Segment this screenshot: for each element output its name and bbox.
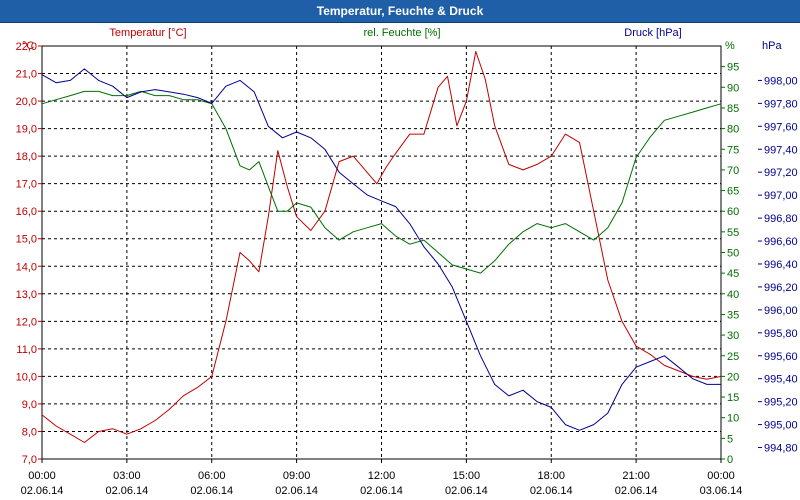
series-layer bbox=[41, 51, 722, 443]
temperature-tick-label: 7,0 bbox=[22, 454, 37, 466]
x-tick-label-date: 02.06.14 bbox=[21, 485, 64, 497]
temperature-tick-label: 13,0 bbox=[16, 289, 37, 301]
x-tick-label-date: 02.06.14 bbox=[615, 485, 658, 497]
pressure-tick-label: 995,80 bbox=[764, 328, 798, 340]
temperature-tick-label: 15,0 bbox=[16, 234, 37, 246]
pressure-tick-label: 995,60 bbox=[764, 351, 798, 363]
pressure-tick-label: 995,00 bbox=[764, 420, 798, 432]
pressure-tick-label: 997,80 bbox=[764, 98, 798, 110]
x-tick-label-date: 03.06.14 bbox=[700, 485, 743, 497]
temperature-tick-label: 14,0 bbox=[16, 261, 37, 273]
temperature-series-line bbox=[41, 51, 722, 443]
pressure-tick-label: 996,40 bbox=[764, 259, 798, 271]
pressure-axis: 994,80 995,00 995,20 995,40 995,60 995,80 996,… bbox=[758, 75, 798, 455]
temperature-tick-label: 19,0 bbox=[16, 124, 37, 136]
humidity-tick-label: 40 bbox=[727, 289, 739, 301]
pressure-tick-label: 996,20 bbox=[764, 282, 798, 294]
humidity-tick-label: 70 bbox=[727, 165, 739, 177]
humidity-tick-label: 20 bbox=[727, 371, 739, 383]
x-tick-label-date: 02.06.14 bbox=[530, 485, 573, 497]
temperature-axis: 7,0 8,0 9,0 10,0 11,0 12,0 13,0 14,0 15,0 16,0 17,… bbox=[16, 41, 42, 466]
humidity-tick-label: 85 bbox=[727, 103, 739, 115]
humidity-tick-label: 90 bbox=[727, 82, 739, 94]
pressure-tick-label: 997,60 bbox=[764, 121, 798, 133]
temperature-tick-label: 17,0 bbox=[16, 179, 37, 191]
x-tick-label-time: 03:00 bbox=[113, 470, 141, 482]
humidity-tick-label: 80 bbox=[727, 124, 739, 136]
window-title: Temperatur, Feuchte & Druck bbox=[316, 4, 484, 18]
humidity-unit-label: % bbox=[725, 40, 735, 52]
x-tick-label-time: 00:00 bbox=[707, 470, 735, 482]
pressure-tick-label: 997,20 bbox=[764, 167, 798, 179]
pressure-unit-label: hPa bbox=[762, 40, 782, 52]
humidity-tick-label: 95 bbox=[727, 62, 739, 74]
humidity-tick-label: 65 bbox=[727, 186, 739, 198]
humidity-tick-label: 50 bbox=[727, 248, 739, 260]
temperature-tick-label: 18,0 bbox=[16, 151, 37, 163]
pressure-tick-label: 998,00 bbox=[764, 75, 798, 87]
pressure-series-line bbox=[41, 68, 721, 431]
pressure-tick-label: 997,00 bbox=[764, 190, 798, 202]
temperature-tick-label: 21,0 bbox=[16, 69, 37, 81]
temperature-tick-label: 12,0 bbox=[16, 316, 37, 328]
pressure-tick-label: 996,80 bbox=[764, 213, 798, 225]
humidity-axis-title: rel. Feuchte [%] bbox=[363, 27, 440, 39]
humidity-tick-label: 60 bbox=[727, 206, 739, 218]
pressure-tick-label: 995,40 bbox=[764, 374, 798, 386]
temperature-tick-label: 8,0 bbox=[22, 426, 37, 438]
pressure-tick-label: 995,20 bbox=[764, 397, 798, 409]
humidity-tick-label: 25 bbox=[727, 351, 739, 363]
temperature-axis-title: Temperatur [°C] bbox=[109, 27, 186, 39]
grid-lines bbox=[42, 45, 721, 459]
x-tick-label-date: 02.06.14 bbox=[360, 485, 403, 497]
x-tick-label-time: 06:00 bbox=[198, 470, 226, 482]
window-title-bar: Temperatur, Feuchte & Druck bbox=[0, 0, 800, 23]
x-tick-label-date: 02.06.14 bbox=[105, 485, 148, 497]
x-tick-label-date: 02.06.14 bbox=[275, 485, 318, 497]
temperature-tick-label: 9,0 bbox=[22, 399, 37, 411]
pressure-axis-title: Druck [hPa] bbox=[624, 27, 681, 39]
pressure-tick-label: 996,60 bbox=[764, 236, 798, 248]
temperature-unit-label: °C bbox=[22, 40, 34, 52]
temperature-tick-label: 11,0 bbox=[16, 344, 37, 356]
temperature-tick-label: 16,0 bbox=[16, 206, 37, 218]
pressure-tick-label: 996,00 bbox=[764, 305, 798, 317]
humidity-tick-label: 15 bbox=[727, 392, 739, 404]
humidity-tick-label: 55 bbox=[727, 227, 739, 239]
humidity-tick-label: 10 bbox=[727, 413, 739, 425]
humidity-tick-label: 35 bbox=[727, 309, 739, 321]
humidity-tick-label: 0 bbox=[727, 454, 733, 466]
humidity-series-line bbox=[41, 90, 722, 274]
x-tick-label-time: 15:00 bbox=[453, 470, 481, 482]
pressure-tick-label: 994,80 bbox=[764, 443, 798, 455]
humidity-axis: 0 5 10 15 20 25 30 35 40 45 50 55 60 65 70 75 80 85 90 95 bbox=[721, 62, 739, 466]
x-tick-label-date: 02.06.14 bbox=[445, 485, 488, 497]
humidity-tick-label: 30 bbox=[727, 330, 739, 342]
x-tick-label-time: 00:00 bbox=[28, 470, 56, 482]
temperature-tick-label: 10,0 bbox=[16, 371, 37, 383]
humidity-tick-label: 75 bbox=[727, 144, 739, 156]
pressure-tick-label: 997,40 bbox=[764, 144, 798, 156]
temperature-tick-label: 20,0 bbox=[16, 96, 37, 108]
x-tick-label-time: 21:00 bbox=[622, 470, 650, 482]
x-tick-label-time: 18:00 bbox=[537, 470, 565, 482]
humidity-tick-label: 5 bbox=[727, 433, 733, 445]
time-axis: 00:00 02.06.14 03:00 02.06.14 06:00 02.06.14 0… bbox=[21, 459, 743, 497]
temperature-tick-label: 22,0 bbox=[16, 41, 37, 53]
humidity-tick-label: 45 bbox=[727, 268, 739, 280]
x-tick-label-time: 12:00 bbox=[368, 470, 396, 482]
x-tick-label-time: 09:00 bbox=[283, 470, 311, 482]
x-tick-label-date: 02.06.14 bbox=[190, 485, 233, 497]
